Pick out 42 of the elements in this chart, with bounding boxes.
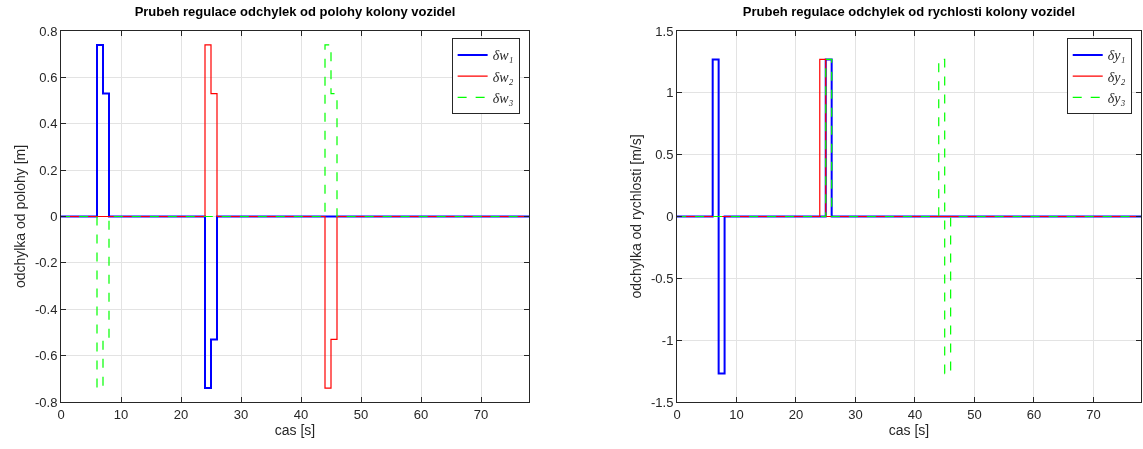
legend-label: δy₂ bbox=[1107, 69, 1126, 85]
y-tick-label: -0.5 bbox=[650, 270, 674, 286]
x-tick-label: 30 bbox=[848, 406, 863, 422]
y-axis-title: odchylka od rychlosti [m/s] bbox=[627, 134, 644, 299]
y-tick-label: 0.5 bbox=[655, 147, 674, 163]
y-tick-label: -0.6 bbox=[34, 348, 58, 364]
x-tick-label: 20 bbox=[173, 406, 189, 422]
y-tick-label: 0.4 bbox=[39, 116, 58, 132]
y-tick-label: 1.5 bbox=[655, 23, 674, 39]
legend-label: δy₁ bbox=[1107, 48, 1126, 64]
legend-label: δw₃ bbox=[492, 90, 514, 106]
y-tick-label: 0.2 bbox=[39, 162, 58, 178]
x-axis-title: cas [s] bbox=[888, 421, 930, 438]
legend-label: δw₂ bbox=[492, 69, 514, 85]
y-tick-label: 0 bbox=[50, 209, 58, 225]
y-tick-label: -0.8 bbox=[34, 394, 58, 410]
y-tick-label: -1 bbox=[661, 332, 674, 348]
x-tick-label: 60 bbox=[1026, 406, 1042, 422]
y-tick-label: -1.5 bbox=[650, 394, 674, 410]
x-axis-title: cas [s] bbox=[274, 421, 316, 438]
y-tick-label: 0 bbox=[666, 209, 674, 225]
y-tick-label: 0.6 bbox=[39, 69, 58, 85]
legend-label: δy₃ bbox=[1107, 90, 1126, 106]
x-tick-label: 10 bbox=[113, 406, 129, 422]
x-tick-label: 60 bbox=[413, 406, 429, 422]
x-tick-label: 70 bbox=[1086, 406, 1101, 422]
y-tick-label: -0.4 bbox=[34, 301, 58, 317]
legend-label: δw₁ bbox=[492, 48, 514, 64]
chart-title: Prubeh regulace odchylek od rychlosti kolony vozidel bbox=[742, 3, 1076, 19]
x-tick-label: 30 bbox=[233, 406, 249, 422]
chart-title: Prubeh regulace odchylek od polohy kolony vozidel bbox=[134, 3, 456, 19]
y-axis-title: odchylka od polohy [m] bbox=[11, 144, 28, 289]
x-tick-label: 10 bbox=[729, 406, 744, 422]
y-tick-label: 1 bbox=[666, 85, 674, 101]
x-tick-label: 20 bbox=[788, 406, 804, 422]
x-tick-label: 40 bbox=[907, 406, 923, 422]
x-tick-label: 50 bbox=[353, 406, 369, 422]
x-tick-label: 50 bbox=[967, 406, 982, 422]
y-tick-label: 0.8 bbox=[39, 23, 58, 39]
x-tick-label: 70 bbox=[473, 406, 489, 422]
y-tick-label: -0.2 bbox=[34, 255, 58, 271]
x-tick-label: 40 bbox=[293, 406, 309, 422]
